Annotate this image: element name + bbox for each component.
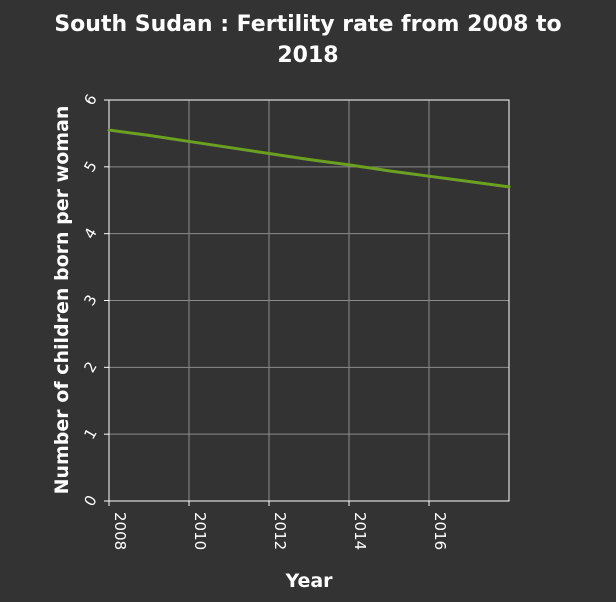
y-tick-label-5: 5 [80,158,100,175]
data-point-0-8 [427,174,431,178]
x-tick-label-2: 2012 [271,512,289,550]
series-layer [107,128,511,189]
x-tick-label-3: 2014 [351,512,369,550]
y-tick-label-1: 1 [80,425,100,442]
y-tick-label-4: 4 [80,225,100,242]
data-point-0-1 [147,133,151,137]
y-tick-label-0: 0 [80,492,100,509]
y-tick-label-6: 6 [80,91,100,108]
y-tick-label-2: 2 [80,358,100,375]
data-point-0-3 [227,145,231,149]
data-point-0-7 [387,169,391,173]
x-tick-label-0: 2008 [111,512,129,550]
data-point-0-9 [467,180,471,184]
data-point-0-0 [107,128,111,132]
x-tick-label-1: 2010 [191,512,209,550]
x-axis-label: Year [284,570,333,592]
data-point-0-2 [187,139,191,143]
data-point-0-5 [307,157,311,161]
data-point-0-4 [267,151,271,155]
y-axis-label: Number of children born per woman [51,106,73,495]
x-tick-label-4: 2016 [431,512,449,550]
chart-title-line2: 2018 [277,43,338,68]
data-point-0-6 [347,163,351,167]
y-tick-label-3: 3 [80,292,100,309]
y-ticks: 0 1 2 3 4 5 6 [80,91,109,509]
data-point-0-10 [507,185,511,189]
chart-title-line1: South Sudan : Fertility rate from 2008 t… [54,12,561,37]
x-ticks: 2008 2010 2012 2014 2016 [108,501,449,550]
